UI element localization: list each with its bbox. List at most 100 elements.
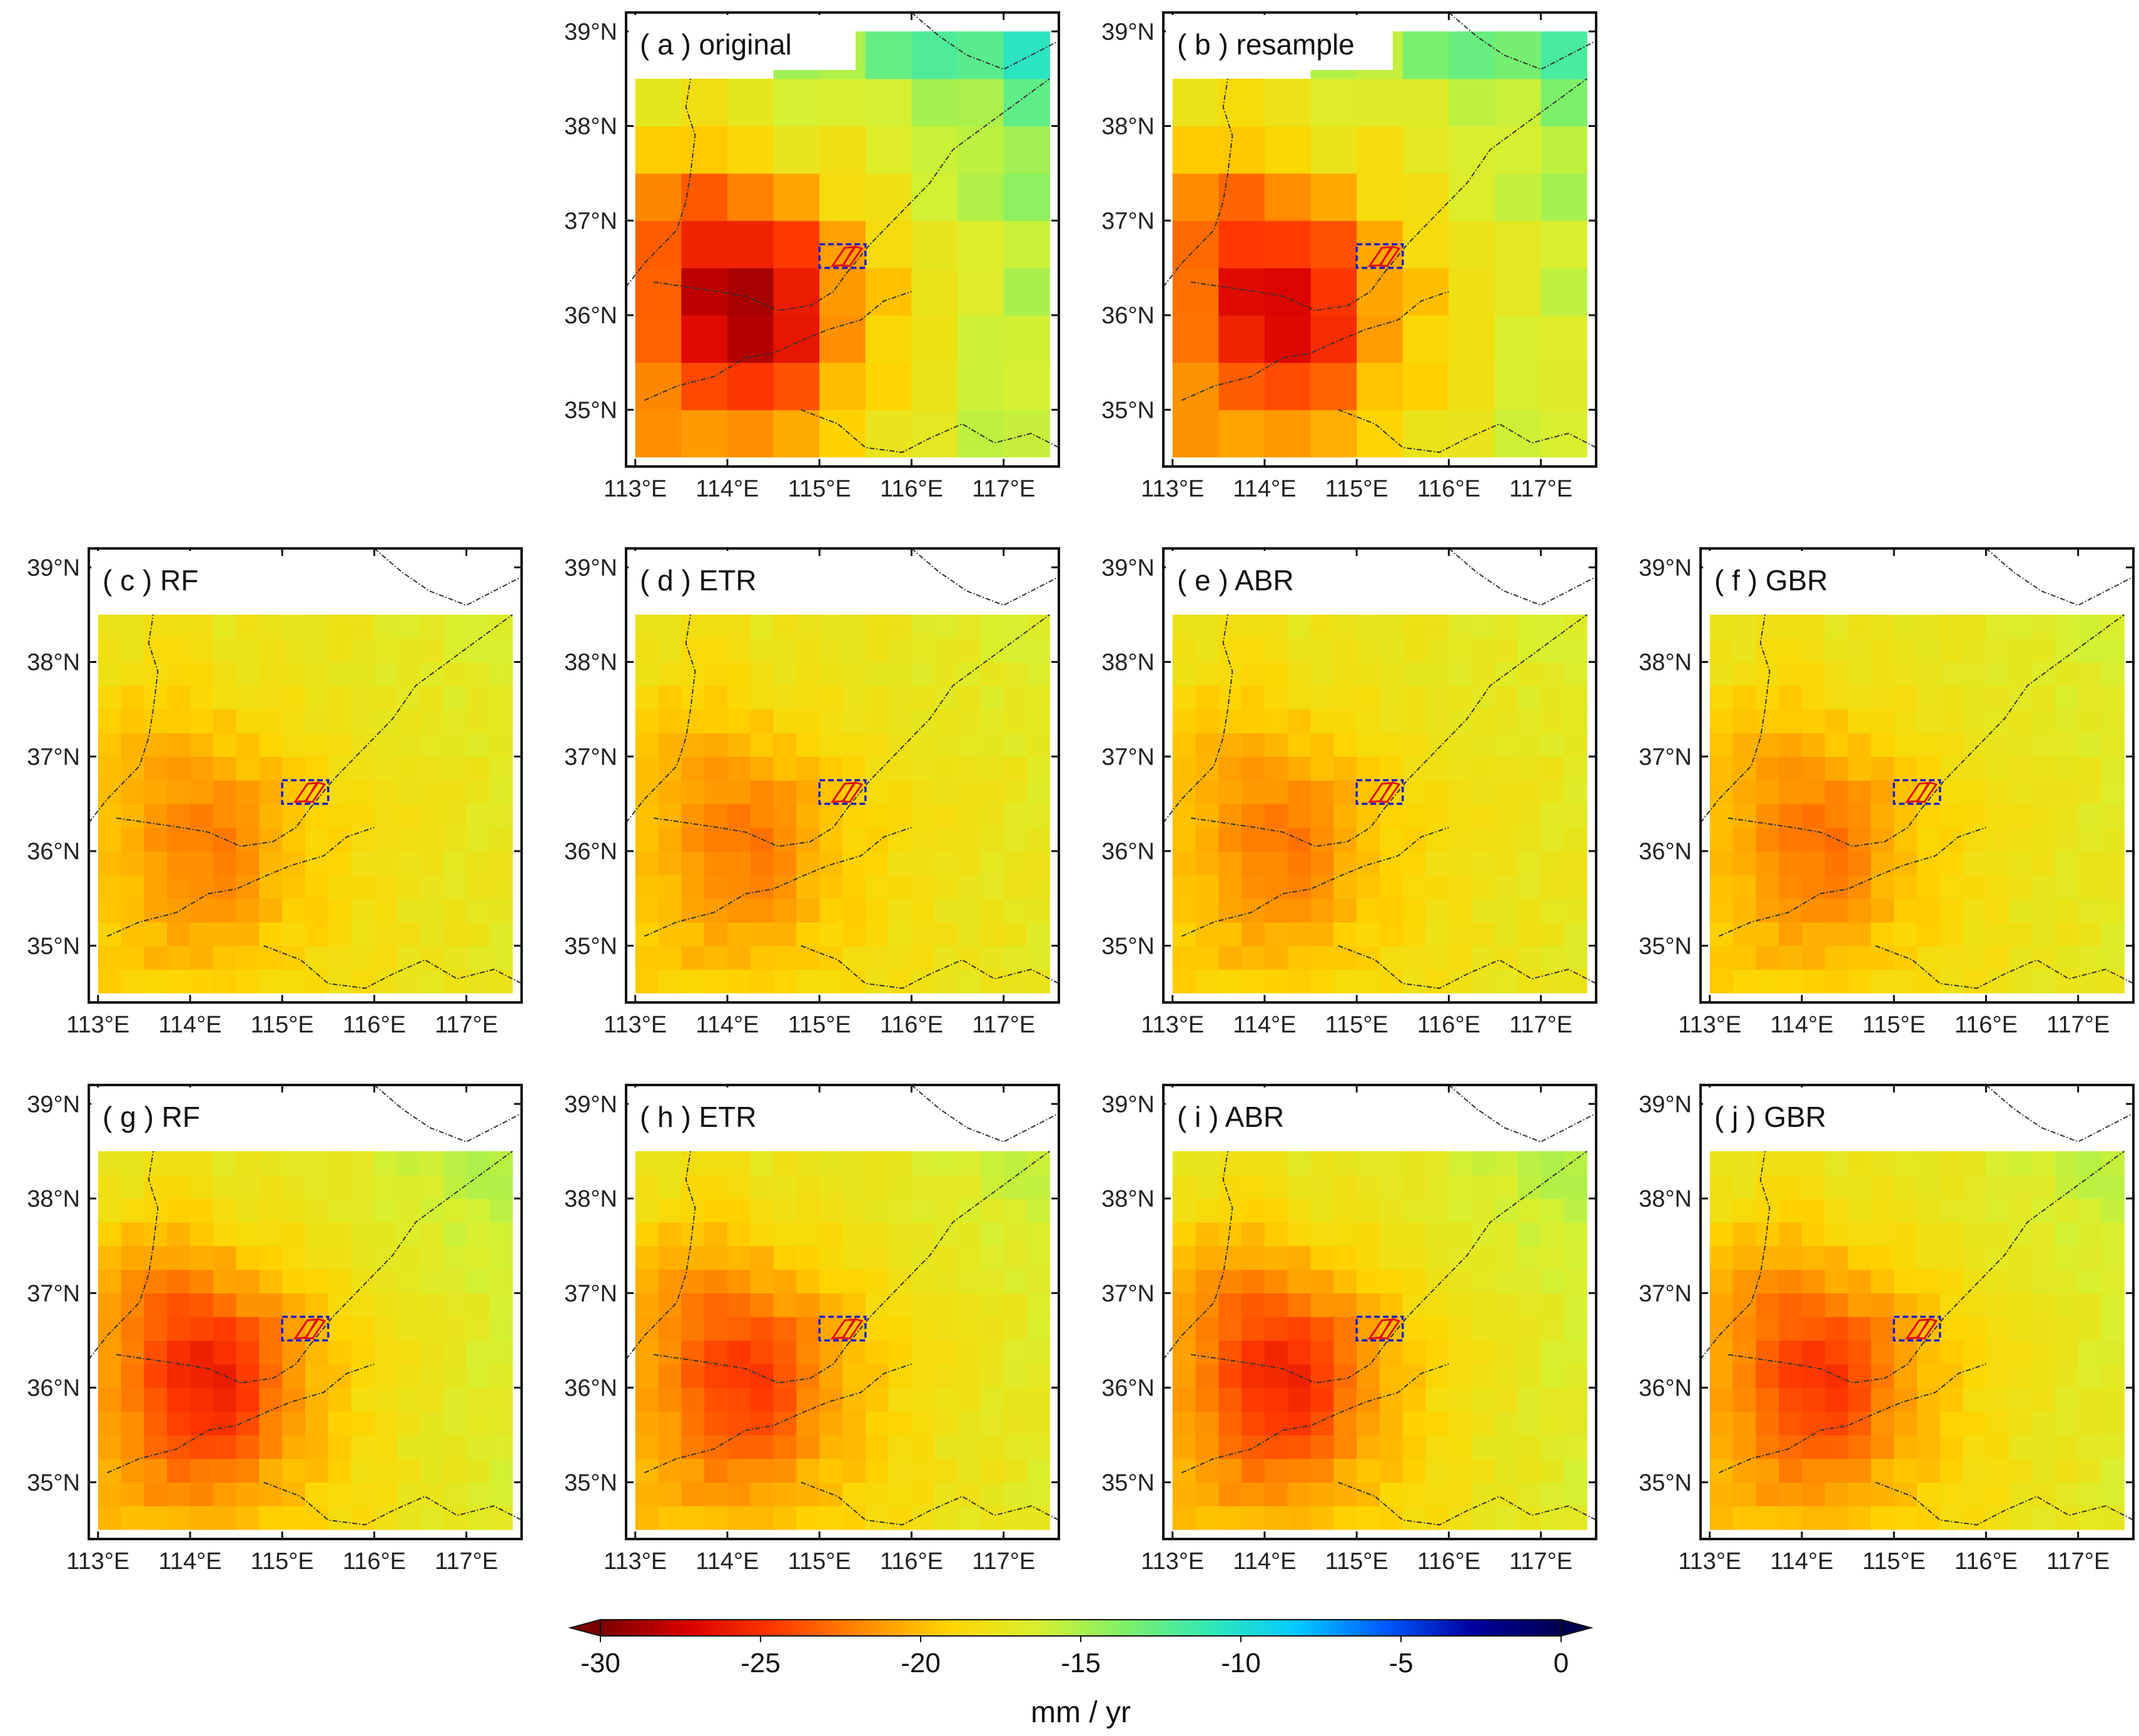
- heatmap-cell: [489, 898, 513, 923]
- heatmap-cell: [1472, 922, 1495, 946]
- y-tick-label: 36°N: [564, 1375, 617, 1401]
- heatmap-cell: [1709, 1340, 1734, 1365]
- heatmap-cell: [2032, 756, 2056, 781]
- heatmap-cell: [236, 780, 260, 804]
- heatmap-cell: [750, 732, 774, 757]
- boundary-line: [373, 548, 522, 606]
- heatmap-cell: [1824, 1435, 1849, 1460]
- heatmap-cell: [658, 898, 682, 923]
- x-tick-label: 117°E: [972, 476, 1035, 502]
- heatmap-cell: [911, 1435, 935, 1460]
- heatmap-cell: [1779, 1198, 1803, 1223]
- heatmap-cell: [1871, 1174, 1894, 1199]
- heatmap-cell: [1172, 220, 1219, 268]
- heatmap-cell: [727, 1293, 751, 1318]
- heatmap-cell: [1264, 1269, 1288, 1294]
- heatmap-cell: [796, 709, 820, 734]
- heatmap-cell: [1801, 1316, 1826, 1341]
- heatmap-cell: [704, 756, 728, 781]
- heatmap-cell: [1495, 685, 1519, 710]
- y-tick-label: 38°N: [1101, 114, 1155, 140]
- heatmap-cell: [2032, 614, 2056, 639]
- heatmap-cell: [1986, 732, 2010, 757]
- heatmap-cell: [773, 709, 797, 734]
- heatmap-cell: [1871, 969, 1894, 994]
- heatmap-cell: [911, 1482, 935, 1506]
- heatmap-cell: [2032, 874, 2056, 899]
- heatmap-cell: [466, 756, 490, 781]
- heatmap-cell: [1241, 1198, 1265, 1223]
- heatmap-cell: [658, 804, 682, 828]
- heatmap-cell: [98, 1364, 122, 1388]
- heatmap-cell: [1709, 614, 1734, 639]
- heatmap-cell: [2078, 709, 2102, 734]
- heatmap-cell: [443, 804, 467, 828]
- heatmap-cell: [1986, 638, 2010, 663]
- boundary-line: [625, 1151, 696, 1360]
- heatmap-cell: [1801, 804, 1826, 828]
- heatmap-cell: [190, 1340, 214, 1365]
- heatmap-cell: [1195, 685, 1219, 710]
- heatmap-cell: [1871, 614, 1894, 639]
- heatmap-cell: [1709, 946, 1734, 970]
- heatmap-cell: [865, 410, 913, 458]
- heatmap-cell: [1963, 874, 1987, 899]
- heatmap-cell: [2055, 898, 2079, 923]
- heatmap-cell: [1333, 732, 1357, 757]
- boundary-line: [911, 12, 1059, 70]
- heatmap-cell: [1848, 1458, 1871, 1483]
- heatmap-cell: [1310, 1222, 1334, 1246]
- heatmap-cell: [1449, 1198, 1472, 1223]
- heatmap-cell: [2101, 1435, 2125, 1460]
- heatmap-cell: [1564, 1316, 1587, 1341]
- heatmap-cell: [489, 1388, 513, 1412]
- heatmap-cell: [1495, 315, 1542, 363]
- heatmap-cell: [2055, 780, 2079, 804]
- heatmap-cell: [1310, 851, 1334, 876]
- heatmap-cell: [1709, 1269, 1734, 1294]
- heatmap-cell: [420, 1174, 444, 1199]
- colorbar-extend-min: [568, 1618, 601, 1637]
- heatmap-cell: [397, 1198, 421, 1223]
- heatmap-cell: [374, 1388, 398, 1412]
- heatmap-cell: [1026, 1174, 1050, 1199]
- heatmap-cell: [144, 946, 168, 970]
- heatmap-cell: [1848, 922, 1871, 946]
- heatmap-cell: [911, 1269, 935, 1294]
- heatmap-cell: [443, 1198, 467, 1223]
- heatmap-cell: [328, 614, 352, 639]
- heatmap-cell: [681, 756, 705, 781]
- heatmap-cell: [190, 732, 214, 757]
- heatmap-cell: [466, 1388, 490, 1412]
- panel-d-frame: [625, 547, 1060, 1004]
- boundary-line: [88, 1151, 159, 1360]
- heatmap-cell: [98, 804, 122, 828]
- heatmap-cell: [1939, 685, 1964, 710]
- heatmap-cell: [2078, 780, 2102, 804]
- heatmap-cell: [1871, 1151, 1894, 1176]
- heatmap-cell: [190, 756, 214, 781]
- x-tick-label: 116°E: [880, 1548, 943, 1575]
- heatmap-cell: [144, 969, 168, 994]
- heatmap-cell: [842, 946, 866, 970]
- heatmap-cell: [167, 1388, 191, 1412]
- heatmap-cell: [658, 756, 682, 781]
- heatmap-cell: [796, 1435, 820, 1460]
- heatmap-cell: [282, 851, 306, 876]
- heatmap-cell: [1801, 1293, 1826, 1318]
- heatmap-cell: [190, 1316, 214, 1341]
- heatmap-cell: [819, 804, 843, 828]
- heatmap-cell: [2101, 1151, 2125, 1176]
- heatmap-cell: [1449, 315, 1495, 363]
- heatmap-cell: [2009, 662, 2033, 686]
- heatmap-cell: [167, 946, 191, 970]
- y-tick-label: 39°N: [27, 555, 80, 581]
- heatmap-cell: [1195, 1198, 1219, 1223]
- heatmap-cell: [1380, 709, 1403, 734]
- heatmap-cell: [1917, 1174, 1941, 1199]
- heatmap-cell: [1310, 220, 1357, 268]
- heatmap-cell: [1310, 614, 1334, 639]
- heatmap-cell: [773, 1340, 797, 1365]
- heatmap-cell: [635, 1222, 659, 1246]
- heatmap-cell: [259, 780, 283, 804]
